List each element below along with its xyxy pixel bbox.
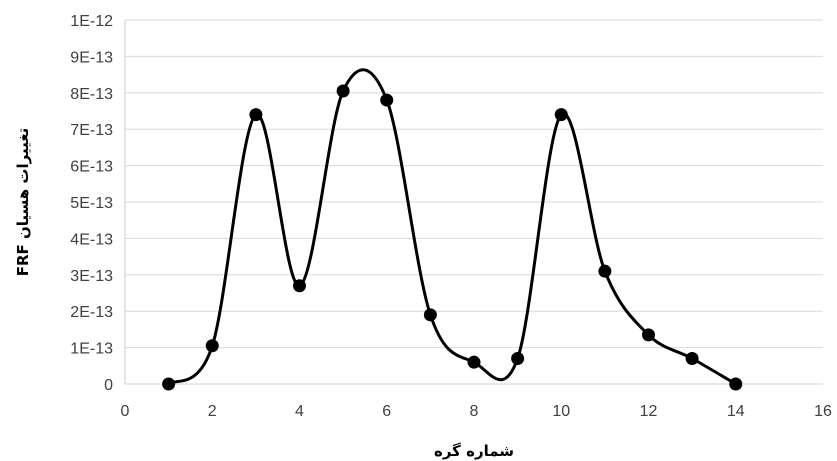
x-tick-label: 4 [295,403,304,420]
x-tick-label: 0 [121,403,130,420]
x-tick-label: 16 [814,403,832,420]
data-point [249,108,263,122]
y-tick-label: 7E-13 [70,122,113,139]
y-tick-label: 5E-13 [70,195,113,212]
data-points [162,84,743,391]
data-point [380,93,394,107]
data-point [511,352,525,366]
y-tick-label: 3E-13 [70,268,113,285]
x-tick-label: 10 [552,403,570,420]
x-tick-label: 12 [640,403,658,420]
data-point [293,279,306,293]
data-point [554,108,568,122]
x-axis-title: شماره گره [434,442,514,460]
y-tick-labels: 0 1E-13 2E-13 3E-13 4E-13 5E-13 6E-13 7E-13 8E-1… [70,13,113,394]
y-tick-label: 1E-13 [70,341,113,358]
x-tick-label: 2 [208,403,217,420]
data-point [205,339,219,353]
axes [124,20,823,385]
data-point [685,352,699,366]
y-tick-label: 0 [104,377,113,394]
y-tick-label: 2E-13 [70,304,113,321]
x-tick-labels: 0 2 4 6 8 10 12 14 16 [121,403,832,420]
grid [125,19,823,349]
data-point [423,308,437,322]
data-point [642,328,655,342]
x-tick-label: 6 [382,403,391,420]
y-axis-title: FRF تغییرات هسیان [14,128,32,277]
y-tick-label: 6E-13 [70,159,113,176]
y-tick-label: 4E-13 [70,231,113,248]
data-point [162,377,176,391]
data-point [598,264,612,278]
data-point [729,377,743,391]
y-tick-label: 1E-12 [70,13,113,30]
x-tick-label: 8 [470,403,479,420]
y-tick-label: 8E-13 [70,86,113,103]
data-point [467,355,481,369]
x-tick-label: 14 [727,403,745,420]
y-tick-label: 9E-13 [70,49,113,66]
data-point [336,84,350,98]
